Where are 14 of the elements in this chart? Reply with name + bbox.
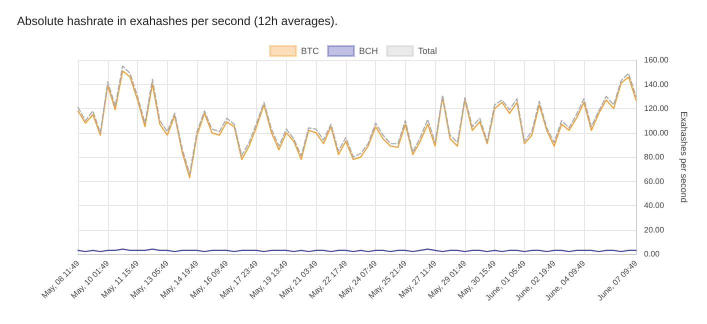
chart-title: Absolute hashrate in exahashes per second (12h averages). xyxy=(17,14,338,28)
legend-label: Total xyxy=(418,46,438,56)
y-axis-title: Exahashes per second xyxy=(678,111,689,203)
y-tick-label: 20.00 xyxy=(644,225,665,234)
y-tick-label: 40.00 xyxy=(644,201,665,210)
y-tick-label: 120.00 xyxy=(644,104,670,113)
y-tick-label: 80.00 xyxy=(644,152,665,162)
legend-label: BTC xyxy=(300,46,320,56)
y-tick-label: 0.00 xyxy=(644,250,660,258)
y-tick-label: 140.00 xyxy=(644,80,670,89)
y-tick-label: 100.00 xyxy=(644,128,670,138)
y-tick-label: 160.00 xyxy=(644,56,670,64)
legend-label: BCH xyxy=(358,46,378,56)
y-tick-label: 60.00 xyxy=(644,176,665,186)
